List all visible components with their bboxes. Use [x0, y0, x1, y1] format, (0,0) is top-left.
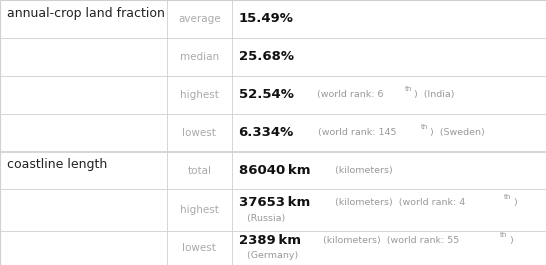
Text: lowest: lowest — [182, 128, 216, 138]
Text: ): ) — [509, 236, 513, 245]
Text: 6.334%: 6.334% — [239, 126, 294, 139]
Text: highest: highest — [180, 90, 219, 100]
Text: (kilometers): (kilometers) — [333, 166, 393, 175]
Text: (kilometers)  (world rank: 55: (kilometers) (world rank: 55 — [321, 236, 460, 245]
Text: th: th — [504, 194, 512, 200]
Text: ): ) — [514, 198, 518, 207]
Text: 2389 km: 2389 km — [239, 234, 301, 247]
Text: (Russia): (Russia) — [241, 214, 286, 223]
Text: 25.68%: 25.68% — [239, 50, 294, 63]
Text: th: th — [405, 86, 412, 92]
Text: th: th — [500, 232, 507, 238]
Text: 15.49%: 15.49% — [239, 12, 294, 25]
Text: 86040 km: 86040 km — [239, 164, 310, 177]
Text: median: median — [180, 52, 219, 62]
Text: coastline length: coastline length — [7, 158, 107, 171]
Text: )  (Sweden): ) (Sweden) — [430, 128, 485, 137]
Text: 37653 km: 37653 km — [239, 196, 310, 209]
Text: 52.54%: 52.54% — [239, 88, 294, 101]
Text: (world rank: 145: (world rank: 145 — [312, 128, 396, 137]
Text: annual-crop land fraction: annual-crop land fraction — [7, 7, 164, 20]
Text: (Germany): (Germany) — [241, 251, 299, 260]
Text: (world rank: 6: (world rank: 6 — [311, 90, 383, 99]
Text: total: total — [187, 166, 211, 175]
Text: (kilometers)  (world rank: 4: (kilometers) (world rank: 4 — [332, 198, 465, 207]
Text: highest: highest — [180, 205, 219, 215]
Text: )  (India): ) (India) — [414, 90, 455, 99]
Text: lowest: lowest — [182, 243, 216, 253]
Text: average: average — [178, 14, 221, 24]
Text: th: th — [420, 124, 428, 130]
